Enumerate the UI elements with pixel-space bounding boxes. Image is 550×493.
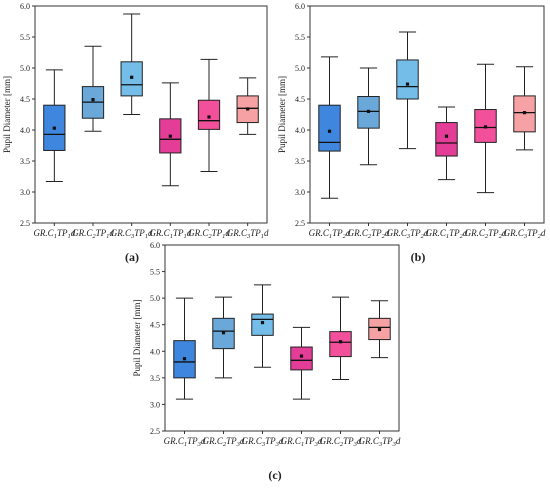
mean-marker: [182, 357, 187, 361]
y-tick-label: 3.5: [150, 374, 160, 383]
box-2: [357, 67, 380, 166]
y-tick-label: 5.5: [150, 268, 160, 277]
x-tick-label: GR.C1TP2d: [426, 228, 468, 240]
box-1: [173, 297, 196, 400]
box-1: [43, 69, 66, 182]
y-tick-label: 4.5: [295, 95, 305, 104]
box-1: [318, 56, 341, 199]
box-5: [197, 58, 221, 173]
x-tick-label: GR.C1TP3d: [281, 436, 323, 448]
mean-marker: [91, 98, 95, 102]
mean-marker: [260, 320, 265, 325]
panel-b: 2.5 3.0 3.5 4.0 4.5 5.0 5.5 6.0 Pupil Diameter […: [277, 2, 546, 264]
mean-marker: [130, 75, 134, 79]
mean-marker: [444, 134, 449, 138]
box-4: [159, 82, 182, 187]
mean-marker: [246, 107, 250, 111]
y-tick-label: 4.0: [20, 126, 30, 135]
mean-marker: [522, 111, 527, 115]
iqr-box: [251, 313, 274, 336]
iqr-box: [435, 122, 458, 157]
plot-frame: [164, 244, 400, 432]
y-tick-label: 2.5: [20, 219, 30, 228]
mean-marker: [405, 82, 410, 86]
x-tick-label: GR.C2TP1d: [188, 228, 230, 240]
y-tick-label: 2.5: [150, 427, 160, 436]
box-3: [120, 13, 143, 115]
iqr-box: [290, 346, 313, 371]
mean-marker: [483, 125, 488, 129]
y-tick-label: 5.0: [20, 64, 30, 73]
x-tick-label: GR.C2TP3d: [203, 436, 245, 448]
y-tick-label: 4.0: [150, 347, 160, 356]
x-tick-label: GR.C3TP2d: [387, 228, 429, 240]
y-axis-label: Pupil Diameter [mm]: [277, 76, 287, 153]
x-tick-label: GR.C1TP3d: [164, 436, 206, 448]
x-tick-label: GR.C1TP1d: [149, 228, 191, 240]
y-tick-label: 2.5: [295, 219, 305, 228]
y-tick-label: 4.5: [20, 95, 30, 104]
y-tick-label: 5.5: [20, 33, 30, 42]
y-tick-label: 3.0: [20, 188, 30, 197]
y-tick-label: 3.5: [295, 157, 305, 166]
plot-frame: [309, 5, 545, 224]
x-tick-label: GR.C2TP2d: [348, 228, 390, 240]
box-3: [396, 31, 419, 150]
y-tick-label: 3.0: [150, 400, 160, 409]
y-axis-label: Pupil Diameter [mm]: [132, 300, 142, 377]
mean-marker: [366, 109, 371, 113]
mean-marker: [327, 129, 332, 133]
y-tick-label: 6.0: [150, 241, 160, 250]
panel-c: 2.5 3.0 3.5 4.0 4.5 5.0 5.5 6.0 Pupil Diameter […: [132, 241, 401, 482]
panel-a: 2.5 3.0 3.5 4.0 4.5 5.0 5.5 6.0 Pupil Diameter […: [2, 2, 269, 264]
y-tick-label: 4.0: [295, 126, 305, 135]
y-tick-label: 6.0: [20, 2, 30, 11]
box-5: [329, 296, 352, 380]
iqr-box: [318, 104, 341, 152]
x-tick-label: GR.C2TP2d: [465, 228, 507, 240]
y-tick-label: 3.0: [295, 188, 305, 197]
x-tick-label: GR.C3TP3d: [242, 436, 284, 448]
box-2: [212, 296, 235, 379]
mean-marker: [168, 134, 172, 138]
mean-marker: [299, 354, 304, 358]
mean-marker: [377, 327, 382, 332]
box-4: [290, 326, 313, 400]
y-tick-label: 5.5: [295, 33, 305, 42]
panel-label: (a): [125, 250, 139, 264]
box-6: [513, 66, 536, 151]
y-tick-label: 4.5: [150, 321, 160, 330]
box-4: [435, 106, 458, 181]
y-tick-label: 3.5: [20, 157, 30, 166]
iqr-box: [197, 99, 221, 130]
iqr-box: [329, 331, 352, 358]
mean-marker: [221, 331, 226, 335]
box-2: [81, 45, 105, 132]
box-6: [236, 77, 259, 135]
y-tick-label: 5.0: [295, 64, 305, 73]
x-tick-label: GR.C1TP1d: [33, 228, 75, 240]
x-tick-label: GR.C2TP3d: [320, 436, 362, 448]
y-axis-label: Pupil Diameter [mm]: [2, 76, 12, 153]
mean-marker: [338, 340, 343, 344]
x-tick-label: GR.C1TP2d: [309, 228, 351, 240]
panel-label: (b): [411, 250, 426, 264]
x-tick-label: GR.C3TP1d: [227, 228, 269, 240]
y-tick-label: 6.0: [295, 2, 305, 11]
x-tick-label: GR.C3TP1d: [111, 228, 153, 240]
x-tick-label: GR.C2TP1d: [72, 228, 114, 240]
plot-frame: [34, 5, 268, 224]
x-tick-label: GR.C3TP2d: [504, 228, 546, 240]
x-tick-label: GR.C3TP3d: [359, 436, 401, 448]
box-5: [474, 63, 497, 194]
box-3: [251, 284, 274, 368]
mean-marker: [52, 126, 56, 130]
y-tick-label: 5.0: [150, 294, 160, 303]
box-6: [368, 300, 391, 359]
panel-label: (c): [268, 468, 281, 482]
iqr-box: [396, 59, 419, 100]
mean-marker: [207, 115, 211, 119]
